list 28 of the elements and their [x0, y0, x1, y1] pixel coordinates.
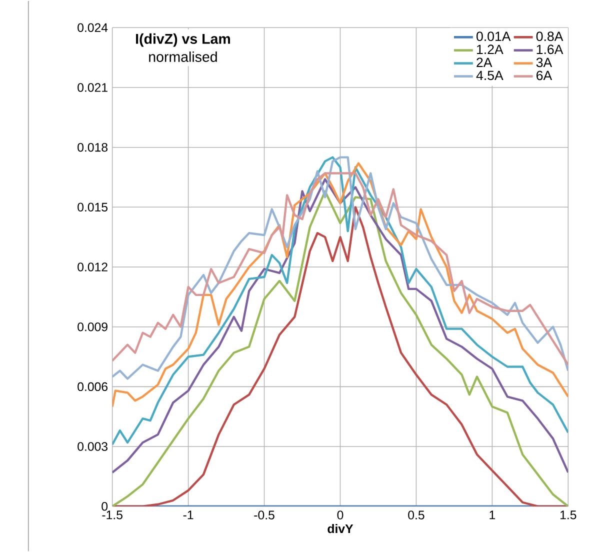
legend-label: 1.2A	[477, 44, 504, 54]
y-tick-label: 0.006	[78, 382, 108, 391]
legend-label: 3A	[536, 58, 552, 68]
legend-label: 2A	[476, 58, 492, 67]
text: normalised	[149, 51, 217, 62]
legend-label: 0.01A	[476, 32, 511, 41]
x-axis-title: divY	[328, 524, 354, 534]
x-tick-label: -1.5	[102, 510, 122, 520]
legend-label: 4.5A	[476, 70, 504, 80]
y-tick-label: 0.018	[78, 142, 108, 152]
y-tick-label: 0.015	[78, 202, 108, 212]
x-tick-label: 0	[337, 510, 344, 520]
y-tick-label: 0.009	[78, 322, 108, 332]
legend-label: 0.8A	[536, 32, 564, 41]
y-tick-label: 0.021	[78, 83, 108, 92]
y-tick-label: 0.024	[78, 23, 108, 32]
x-tick-label: -1	[183, 510, 194, 520]
legend-label: 6A	[536, 70, 552, 80]
x-tick-label: 0.5	[408, 510, 424, 520]
y-tick-label: 0	[102, 502, 108, 511]
legend-label: 1.6A	[536, 44, 564, 54]
x-tick-label: 1	[490, 510, 496, 520]
x-tick-label: -0.5	[254, 510, 274, 520]
y-tick-label: 0.003	[78, 442, 108, 451]
y-tick-label: 0.012	[78, 262, 108, 272]
line-series	[112, 156, 568, 446]
chart-title: I(divZ) vs Lam	[136, 33, 230, 47]
x-tick-label: 1.5	[560, 510, 576, 520]
